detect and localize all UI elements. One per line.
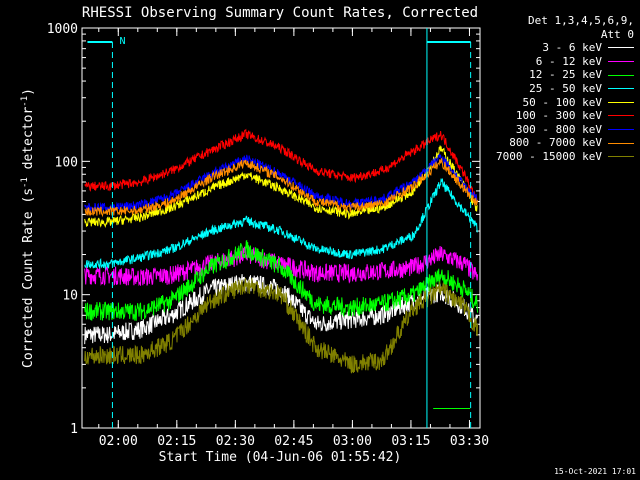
legend-item: 12 - 25 keV xyxy=(496,68,634,82)
legend-header-2: Att 0 xyxy=(600,27,634,41)
x-tick-label: 02:45 xyxy=(274,434,313,449)
legend-swatch xyxy=(608,142,634,144)
legend-label: 6 - 12 keV xyxy=(535,54,602,68)
legend-label: 7000 - 15000 keV xyxy=(496,149,602,163)
legend-swatch xyxy=(608,74,634,76)
series-line xyxy=(84,145,478,228)
legend-label: 12 - 25 keV xyxy=(529,68,602,82)
night-annotation: N xyxy=(120,36,126,47)
legend-item: 7000 - 15000 keV xyxy=(496,150,634,164)
x-tick-label: 02:15 xyxy=(157,434,196,449)
legend-item: 50 - 100 keV xyxy=(496,96,634,110)
series-line xyxy=(84,158,479,218)
x-tick-label: 03:30 xyxy=(450,434,489,449)
legend-swatch xyxy=(608,156,634,158)
y-tick-label: 1 xyxy=(70,422,78,437)
series-line xyxy=(84,245,479,287)
legend-swatch xyxy=(608,88,634,90)
series-line xyxy=(84,277,479,374)
legend-label: 800 - 7000 keV xyxy=(509,136,602,150)
legend-item: 6 - 12 keV xyxy=(496,55,634,69)
legend-swatch xyxy=(608,61,634,63)
series-line xyxy=(84,239,479,321)
legend-label: 50 - 100 keV xyxy=(522,95,602,109)
y-axis-label: Corrected Count Rate (s-1 detector-1) xyxy=(20,88,36,368)
legend-swatch xyxy=(608,101,634,103)
legend-item: 800 - 7000 keV xyxy=(496,136,634,150)
legend: Det 1,3,4,5,6,9, Att 0 3 - 6 keV 6 - 12 k… xyxy=(496,14,634,164)
timestamp: 15-Oct-2021 17:01 xyxy=(554,467,636,476)
y-tick-label: 100 xyxy=(55,155,78,170)
chart-title: RHESSI Observing Summary Count Rates, Co… xyxy=(82,5,478,21)
series-line xyxy=(84,128,478,203)
series-line xyxy=(84,177,478,271)
legend-item: 100 - 300 keV xyxy=(496,109,634,123)
legend-swatch xyxy=(608,115,634,117)
x-tick-label: 03:00 xyxy=(333,434,372,449)
legend-label: 3 - 6 keV xyxy=(542,41,602,55)
legend-swatch xyxy=(608,47,634,49)
legend-label: 300 - 800 keV xyxy=(515,122,602,136)
series-line xyxy=(84,153,478,213)
legend-item: 25 - 50 keV xyxy=(496,82,634,96)
legend-item: 3 - 6 keV xyxy=(496,41,634,55)
plot-frame xyxy=(81,27,481,429)
y-tick-label: 10 xyxy=(62,289,78,304)
legend-label: 25 - 50 keV xyxy=(529,81,602,95)
legend-item: 300 - 800 keV xyxy=(496,123,634,137)
x-tick-label: 02:00 xyxy=(99,434,138,449)
x-tick-label: 03:15 xyxy=(391,434,430,449)
legend-label: 100 - 300 keV xyxy=(515,109,602,123)
x-tick-label: 02:30 xyxy=(216,434,255,449)
legend-swatch xyxy=(608,129,634,131)
legend-header: Det 1,3,4,5,6,9, xyxy=(528,14,634,27)
x-axis-label: Start Time (04-Jun-06 01:55:42) xyxy=(159,450,402,465)
y-tick-label: 1000 xyxy=(47,22,78,37)
